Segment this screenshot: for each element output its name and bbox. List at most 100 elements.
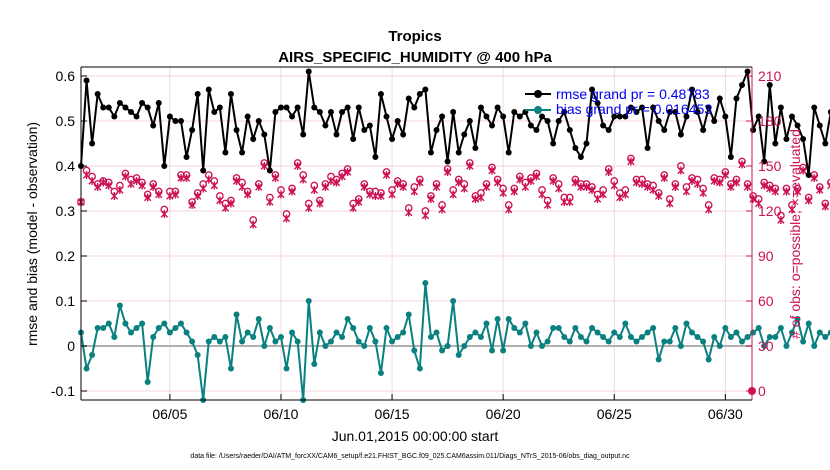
- y2-tick-label: 90: [758, 248, 774, 264]
- x-tick-label: 06/20: [486, 406, 521, 422]
- rmse-point: [644, 145, 651, 151]
- obs-evaluated-point: [777, 216, 785, 224]
- bias-point: [827, 329, 830, 336]
- bias-point: [733, 329, 740, 336]
- obs-evaluated-point: [427, 195, 435, 203]
- bias-point: [311, 361, 318, 367]
- y2-tick-label: 180: [758, 113, 782, 129]
- obs-evaluated-point: [482, 183, 491, 191]
- bias-point: [811, 343, 818, 349]
- bias-point: [511, 325, 518, 331]
- rmse-point: [800, 136, 807, 142]
- bias-point: [639, 334, 646, 340]
- bias-point: [105, 320, 112, 327]
- y-tick-label: -0.1: [51, 383, 75, 399]
- obs-evaluated-point: [460, 184, 468, 193]
- bias-point: [450, 298, 457, 304]
- rmse-point: [344, 104, 351, 111]
- obs-evaluated-point: [804, 196, 813, 205]
- obs-evaluated-point: [543, 201, 552, 209]
- rmse-point: [366, 122, 373, 129]
- legend: rmse grand pr = 0.48783 bias grand pr = …: [525, 86, 712, 117]
- bias-point: [577, 334, 584, 340]
- rmse-point: [289, 113, 296, 120]
- obs-evaluated-point: [582, 183, 591, 191]
- obs-evaluated-point: [166, 192, 174, 200]
- rmse-point: [539, 113, 546, 120]
- obs-evaluated-point: [110, 192, 119, 200]
- obs-evaluated-point: [649, 186, 657, 194]
- obs-evaluated-point: [738, 160, 746, 169]
- axes: 06/05 06/10 06/15 06/20 06/25 06/30 0 30 60 90 120…: [51, 66, 782, 422]
- bias-point: [750, 329, 757, 336]
- rmse-point: [461, 131, 468, 138]
- obs-evaluated-point: [704, 205, 713, 214]
- obs-evaluated-point: [393, 180, 402, 188]
- obs-evaluated-point: [721, 171, 730, 179]
- rmse-point: [661, 127, 668, 133]
- y-tick-label: 0.5: [56, 113, 76, 129]
- rmse-point: [272, 109, 279, 115]
- bias-point: [222, 334, 229, 340]
- rmse-point: [577, 154, 584, 160]
- obs-evaluated-point: [305, 204, 313, 212]
- bias-point: [416, 365, 423, 372]
- rmse-point: [600, 122, 607, 129]
- bias-point: [505, 316, 512, 322]
- bias-point: [627, 334, 634, 340]
- rmse-point: [616, 113, 623, 120]
- y-tick-label: 0.6: [56, 68, 76, 84]
- rmse-point: [455, 149, 462, 156]
- y2-tick-label: 210: [758, 68, 782, 84]
- bias-line: [80, 282, 830, 401]
- rmse-point: [472, 145, 479, 151]
- obs-evaluated-point: [793, 187, 802, 196]
- bias-point: [289, 329, 296, 336]
- x-axis-label: Jun.01,2015 00:00:00 start: [332, 428, 499, 444]
- obs-evaluated-point: [282, 214, 291, 223]
- rmse-point: [650, 104, 657, 111]
- rmse-point: [761, 158, 768, 165]
- bias-point: [527, 343, 534, 349]
- obs-evaluated-point: [527, 177, 535, 185]
- obs-evaluated-point: [549, 177, 557, 185]
- obs-evaluated-point: [205, 175, 213, 184]
- obs-evaluated-point: [599, 190, 607, 199]
- rmse-point: [450, 109, 457, 115]
- chart-subtitle: AIRS_SPECIFIC_HUMIDITY @ 400 hPa: [278, 49, 552, 66]
- rmse-point: [411, 104, 418, 111]
- obs-evaluated-point: [666, 199, 674, 208]
- bias-point: [539, 343, 546, 349]
- obs-evaluated-point: [616, 193, 624, 202]
- obs-evaluated-point: [743, 183, 752, 191]
- bias-point: [350, 325, 357, 331]
- y2-tick-label: 60: [758, 293, 774, 309]
- obs-evaluated-point: [238, 183, 246, 191]
- rmse-point: [622, 113, 629, 120]
- x-tick-label: 06/05: [152, 406, 187, 422]
- rmse-point: [633, 109, 640, 115]
- rmse-line: [80, 71, 830, 176]
- rmse-point: [266, 167, 273, 174]
- rmse-point: [500, 113, 507, 120]
- obs-evaluated-point: [216, 196, 224, 205]
- bias-point: [633, 338, 640, 345]
- rmse-point: [283, 104, 290, 111]
- obs-evaluated-point: [310, 186, 318, 194]
- rmse-point: [339, 109, 346, 115]
- bias-point: [711, 334, 718, 340]
- rmse-point: [255, 118, 262, 124]
- obs-evaluated-point: [171, 190, 180, 199]
- rmse-point: [244, 113, 251, 120]
- obs-evaluated-point: [716, 178, 724, 187]
- obs-count-layer: [77, 154, 830, 395]
- obs-evaluated-point: [127, 180, 135, 188]
- rmse-point: [177, 118, 184, 124]
- obs-evaluated-point: [588, 186, 596, 194]
- bias-point: [244, 329, 251, 336]
- rmse-point: [250, 136, 257, 142]
- obs-evaluated-point: [221, 204, 230, 212]
- obs-evaluated-point: [455, 178, 463, 187]
- obs-evaluated-point: [471, 195, 480, 203]
